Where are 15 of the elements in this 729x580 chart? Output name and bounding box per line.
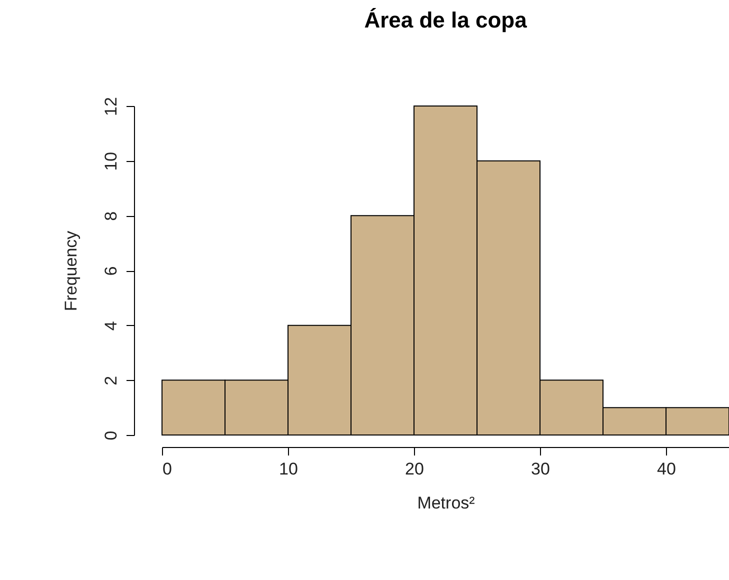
x-tick-label: 10	[279, 460, 298, 478]
y-tick-label: 8	[102, 211, 120, 221]
y-tick-label: 12	[102, 97, 120, 116]
y-tick-label: 4	[102, 321, 120, 331]
y-tick-label: 6	[102, 266, 120, 276]
x-tick-label: 20	[405, 460, 424, 478]
y-axis-title: Frequency	[62, 230, 80, 312]
x-tick-label: 40	[657, 460, 676, 478]
x-tick-label: 30	[531, 460, 550, 478]
y-tick-label: 0	[102, 430, 120, 440]
y-tick-label: 10	[102, 152, 120, 171]
y-tick-label: 2	[102, 376, 120, 386]
x-tick-label: 0	[162, 460, 172, 478]
chart-title: Área de la copa	[364, 8, 528, 33]
x-axis-title: Metros²	[417, 494, 476, 512]
